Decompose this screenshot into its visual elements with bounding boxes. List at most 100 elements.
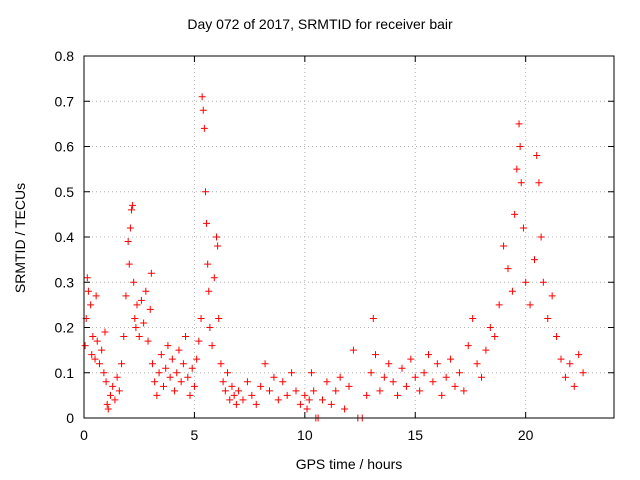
data-point [111, 396, 119, 404]
data-point [100, 369, 108, 377]
data-point [270, 373, 278, 381]
data-point [248, 391, 256, 399]
data-point [205, 287, 213, 295]
y-axis-label: SRMTID / TECUs [12, 182, 28, 294]
y-tick-label: 0.8 [55, 48, 75, 64]
data-point [188, 364, 196, 372]
data-point [407, 355, 415, 363]
data-point [319, 396, 326, 404]
data-point [402, 382, 410, 390]
y-tick-label: 0.2 [55, 320, 75, 336]
data-point [171, 387, 179, 395]
data-point [303, 405, 311, 413]
y-tick-label: 0.4 [55, 229, 75, 245]
data-point [398, 364, 406, 372]
data-point [203, 219, 211, 227]
data-point [186, 391, 194, 399]
data-point [279, 378, 287, 386]
data-point [327, 400, 335, 408]
data-point [301, 391, 309, 399]
data-point [217, 360, 225, 368]
data-point [235, 387, 243, 395]
data-point [561, 373, 569, 381]
axis-ticks: 0 0.1 0.2 0.3 0.4 0.5 0.6 0.7 0.8 0 5 10 15 20 [55, 48, 614, 443]
data-point [570, 382, 578, 390]
data-point [120, 333, 128, 341]
data-point [224, 369, 232, 377]
data-point [519, 224, 527, 232]
data-point [535, 179, 543, 187]
data-point [199, 106, 207, 114]
data-point [482, 346, 490, 354]
data-point [438, 391, 446, 399]
data-point [147, 269, 155, 277]
data-point [411, 373, 419, 381]
data-point [305, 396, 313, 404]
data-point [531, 256, 538, 264]
x-axis-label: GPS time / hours [295, 456, 403, 472]
data-point [115, 387, 123, 395]
y-tick-label: 0.7 [55, 93, 75, 109]
data-point [522, 278, 530, 286]
data-point [228, 382, 236, 390]
data-point [157, 351, 165, 359]
y-tick-label: 0.6 [55, 139, 75, 155]
data-point [537, 233, 545, 241]
data-point [98, 346, 106, 354]
data-point [516, 143, 524, 150]
data-point [179, 360, 187, 368]
data-point [336, 373, 344, 381]
data-point [469, 314, 477, 322]
data-point [151, 378, 159, 386]
data-point [87, 301, 95, 309]
data-point [204, 260, 212, 268]
data-point [184, 373, 192, 381]
data-point [486, 324, 494, 331]
data-point [201, 188, 209, 196]
data-point [553, 333, 561, 341]
data-point [122, 292, 130, 300]
chart-title: Day 072 of 2017, SRMTID for receiver bai… [187, 16, 453, 32]
data-point [341, 405, 349, 413]
data-point [292, 387, 300, 395]
data-point [513, 165, 521, 173]
data-point [451, 382, 459, 390]
data-point [274, 396, 282, 404]
data-point [323, 378, 331, 386]
data-point [372, 351, 379, 359]
data-point [142, 287, 150, 295]
y-tick-label: 0.3 [55, 274, 75, 290]
data-point [557, 355, 565, 363]
data-point [219, 378, 227, 386]
data-point [429, 378, 437, 386]
data-point [88, 351, 96, 359]
data-point [130, 278, 138, 286]
data-point [168, 355, 176, 363]
data-point [126, 224, 134, 232]
data-point [442, 373, 450, 381]
data-point [526, 301, 534, 309]
data-point [447, 355, 455, 363]
data-point [125, 260, 133, 268]
data-point [261, 360, 269, 368]
data-point [164, 342, 172, 350]
data-point [146, 305, 154, 313]
data-point [144, 337, 152, 345]
data-point [385, 360, 393, 368]
data-point [539, 278, 547, 286]
data-point [221, 387, 229, 395]
data-point [544, 314, 552, 322]
data-point [500, 242, 508, 250]
data-point [232, 400, 240, 408]
data-point [389, 378, 397, 386]
data-point [197, 314, 205, 322]
data-point [420, 369, 428, 377]
data-point [127, 206, 135, 214]
data-point [93, 337, 101, 345]
data-point [548, 292, 556, 300]
data-point [133, 301, 141, 309]
data-point [190, 382, 198, 390]
data-point [129, 201, 137, 209]
data-point [504, 265, 512, 273]
data-point [92, 292, 100, 300]
